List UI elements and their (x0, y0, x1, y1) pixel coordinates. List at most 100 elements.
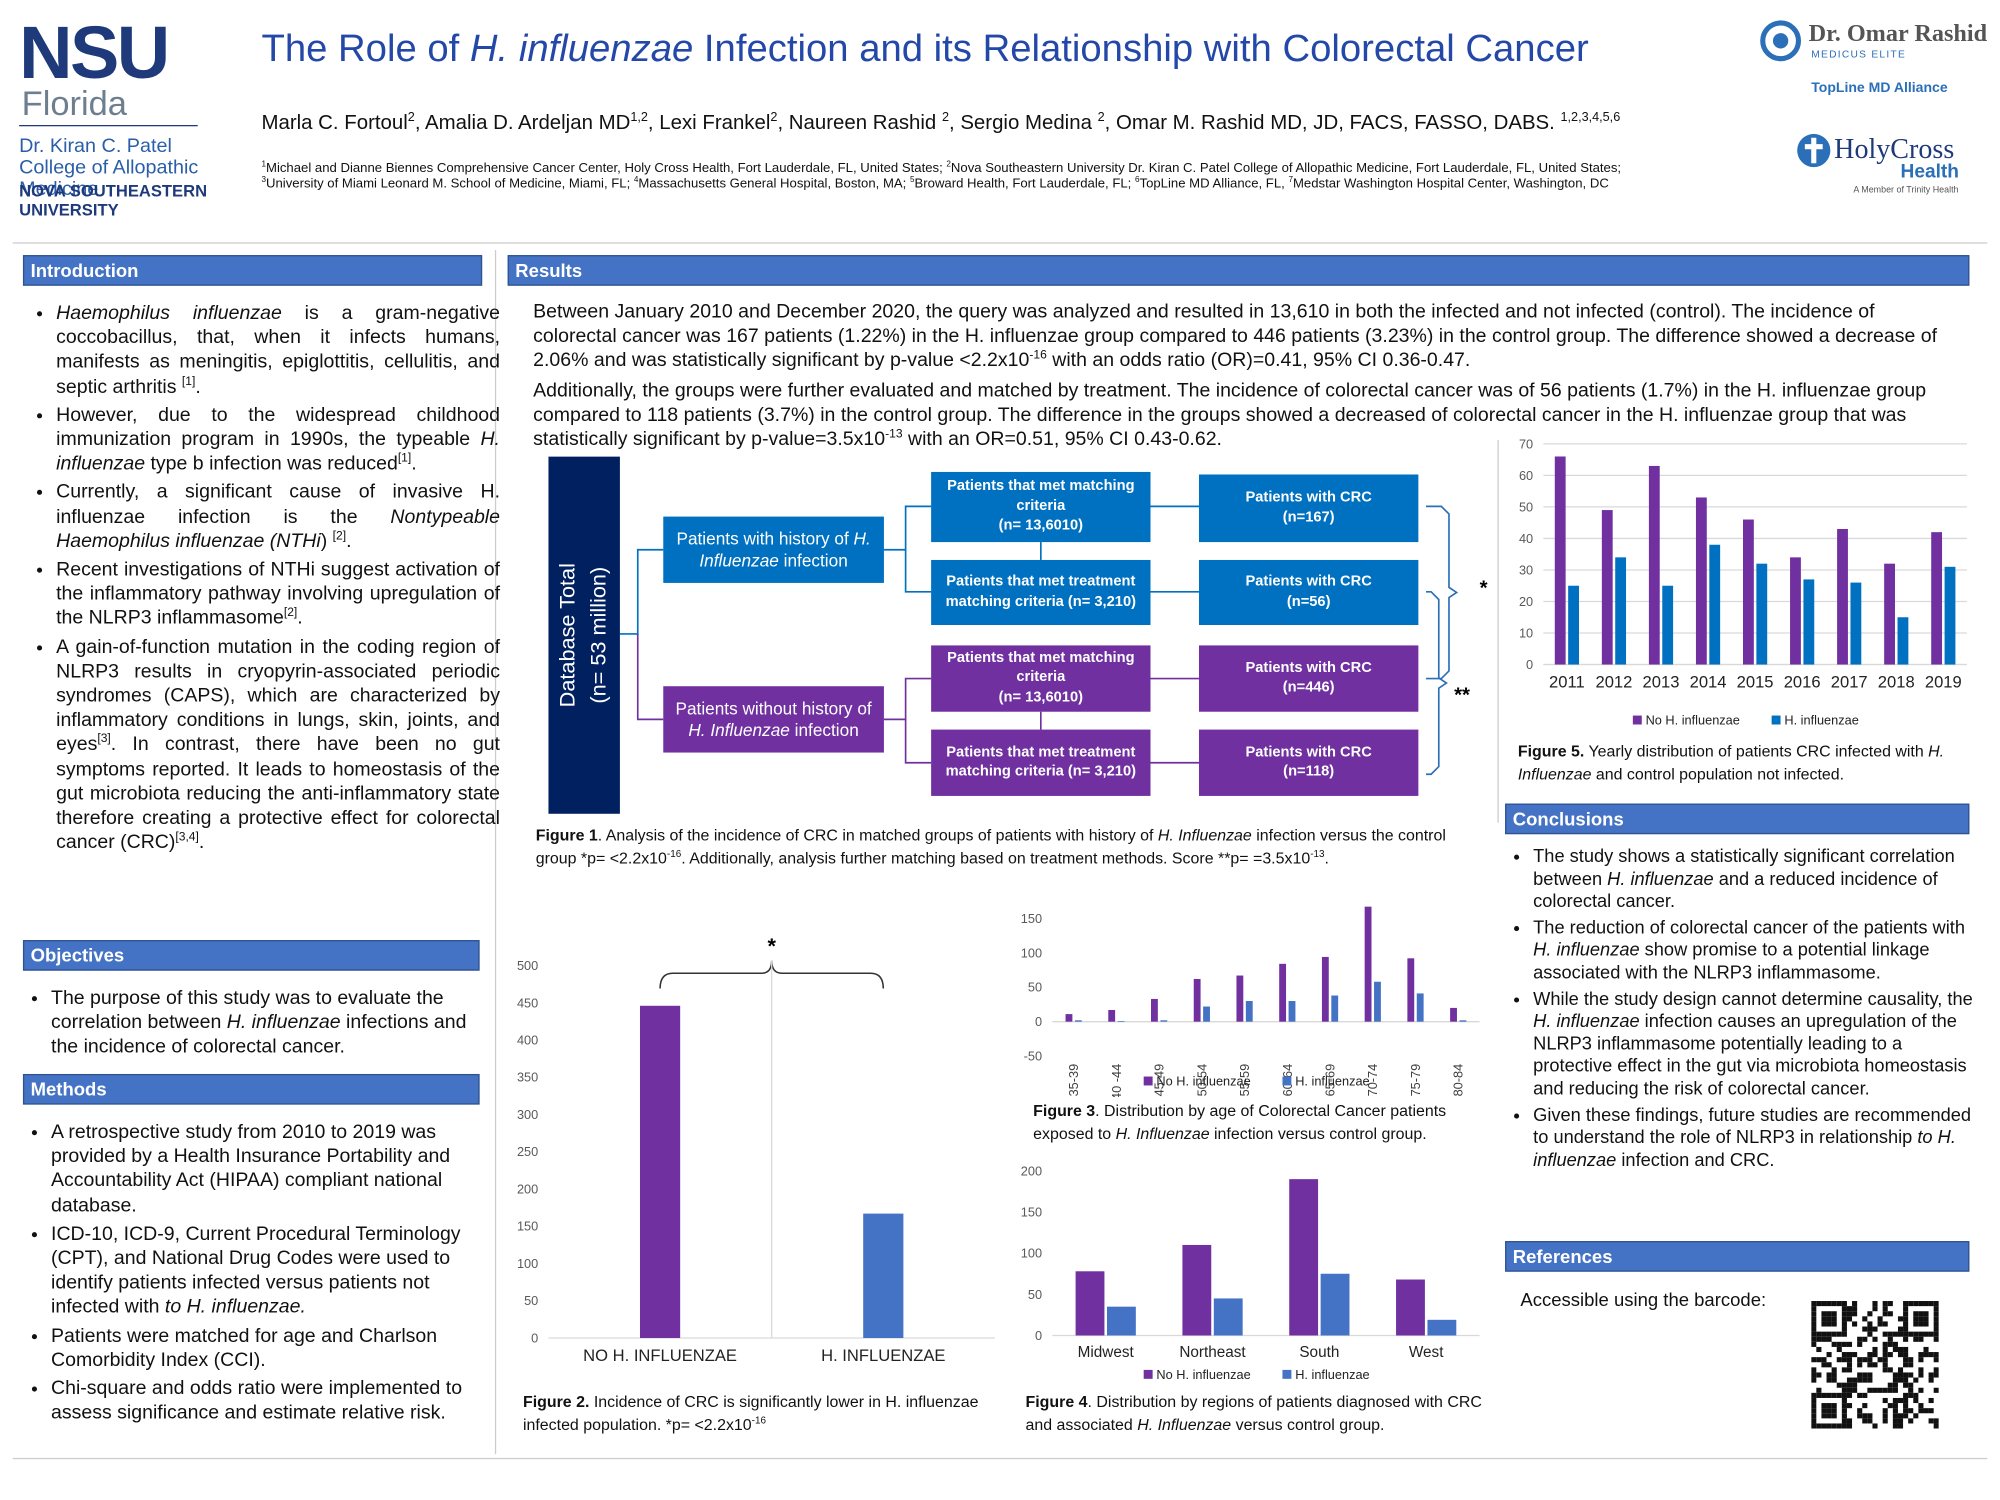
qr-module (1811, 1306, 1817, 1312)
affiliation-line: 1Michael and Dianne Biennes Comprehensiv… (261, 161, 1621, 177)
qr-module (1831, 1321, 1837, 1327)
bullet: The reduction of colorectal cancer of th… (1533, 918, 1973, 985)
text-run: ICD-10, ICD-9, Current Procedural Termin… (51, 1222, 461, 1319)
qr-module (1826, 1377, 1832, 1383)
qr-module (1903, 1331, 1909, 1337)
italic-run: H. influenzae (469, 28, 694, 71)
qr-module (1857, 1372, 1863, 1378)
qr-module (1846, 1387, 1853, 1393)
qr-module (1831, 1403, 1837, 1409)
bold-run: Figure 2. (522, 1392, 590, 1411)
qr-module (1821, 1357, 1827, 1363)
bullet: While the study design cannot determine … (1533, 989, 1973, 1101)
x-tick-label: 2014 (1690, 672, 1727, 691)
bar (1117, 1020, 1125, 1022)
qr-module (1887, 1367, 1893, 1373)
text-run: infection versus control group. (1209, 1124, 1427, 1143)
qr-module (1841, 1341, 1847, 1347)
node-line: Patients with CRC (1245, 660, 1372, 676)
x-tick-label: 2016 (1784, 672, 1821, 691)
chart: 0 50 100 150 200 250 300 350 400 450 500 NO H. INFL… (517, 933, 995, 1365)
diagram-node: Patients that met treatment matching cri… (931, 729, 1151, 796)
figure1-connectors: *** (619, 505, 1488, 776)
text-run: versus control group. (1231, 1415, 1385, 1434)
legend-label: H. influenzae (1784, 712, 1858, 727)
connector (883, 677, 932, 721)
x-tick-label: 55-59 (1237, 1064, 1252, 1097)
qr-module (1882, 1387, 1888, 1393)
qr-module (1923, 1311, 1929, 1317)
bar (1450, 1007, 1457, 1022)
y-tick-label: 0 (1526, 657, 1533, 672)
qr-module (1887, 1331, 1893, 1337)
qr-code[interactable] (1811, 1301, 1939, 1429)
title: The Role of H. influenzae Infection and … (261, 28, 1588, 71)
qr-module (1903, 1316, 1909, 1322)
superscript: 1,2,3,4,5,6 (1560, 110, 1621, 125)
qr-module (1841, 1408, 1847, 1414)
legend-swatch (1143, 1076, 1153, 1086)
x-tick-label: 2012 (1595, 672, 1632, 691)
text-run: . (1324, 849, 1329, 868)
qr-module (1887, 1341, 1893, 1347)
qr-module (1846, 1362, 1853, 1368)
qr-module (1846, 1377, 1853, 1383)
qr-module (1928, 1408, 1934, 1414)
qr-module (1811, 1301, 1817, 1307)
x-tick-label: Midwest (1078, 1344, 1135, 1361)
text-run: *p= <2.2x10 (665, 1415, 752, 1434)
bar (1245, 1001, 1253, 1022)
qr-module (1903, 1408, 1909, 1414)
qr-module (1826, 1392, 1832, 1398)
qr-module (1811, 1418, 1817, 1424)
diagram-node: Patients that met treatment matching cri… (931, 559, 1151, 625)
qr-module (1821, 1392, 1827, 1398)
text-run: . (195, 375, 201, 398)
qr-module (1908, 1301, 1914, 1307)
qr-module (1913, 1316, 1919, 1322)
qr-module (1862, 1316, 1868, 1322)
qr-module (1892, 1382, 1898, 1388)
qr-module (1852, 1306, 1858, 1312)
qr-module (1903, 1377, 1909, 1383)
bold-run: Figure 1 (535, 826, 598, 845)
italic-run: H. influenzae (1607, 869, 1714, 890)
qr-module (1913, 1331, 1919, 1337)
text-run: Incidence of CRC is significantly lower … (522, 1392, 979, 1434)
qr-module (1887, 1301, 1893, 1307)
text-run: . Additionally, analysis further matchin… (681, 849, 1311, 868)
bar (1850, 582, 1862, 665)
qr-module (1862, 1418, 1868, 1424)
qr-module (1913, 1377, 1919, 1383)
qr-module (1841, 1301, 1847, 1307)
qr-module (1862, 1377, 1868, 1383)
qr-module (1908, 1392, 1914, 1398)
bar (1459, 1020, 1467, 1022)
bar (1407, 958, 1415, 1022)
results-text: Between January 2010 and December 2020, … (533, 300, 1955, 457)
qr-module (1841, 1352, 1847, 1358)
divider (12, 242, 1988, 244)
qr-module (1882, 1346, 1888, 1353)
x-tick-label: H. INFLUENZAE (821, 1346, 945, 1365)
qr-module (1841, 1413, 1847, 1419)
qr-module (1933, 1418, 1939, 1424)
qr-module (1841, 1311, 1847, 1317)
bar (1289, 1179, 1319, 1336)
qr-module (1857, 1377, 1863, 1383)
qr-module (1846, 1306, 1853, 1312)
qr-module (1928, 1418, 1934, 1424)
qr-module (1897, 1372, 1904, 1378)
qr-module (1831, 1377, 1837, 1383)
bar (1554, 456, 1566, 665)
qr-module (1918, 1352, 1924, 1358)
qr-module (1933, 1301, 1939, 1307)
logo-rashid-sub: MEDICUS ELITE (1811, 48, 1907, 60)
qr-module (1841, 1367, 1847, 1373)
qr-module (1903, 1321, 1909, 1327)
figure-caption: Figure 4. Distribution by regions of pat… (1026, 1390, 1485, 1436)
y-tick-label: -50 (1024, 1049, 1042, 1064)
connector (636, 633, 664, 721)
bar (1331, 995, 1339, 1022)
qr-module (1887, 1336, 1893, 1342)
